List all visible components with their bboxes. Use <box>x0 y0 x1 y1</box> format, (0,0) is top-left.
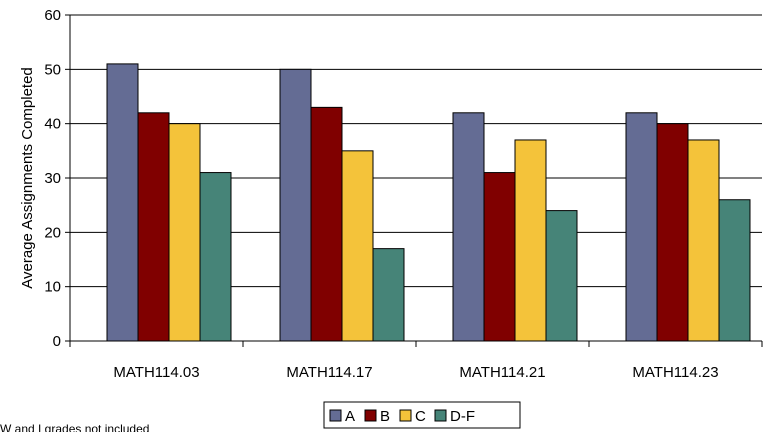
legend-label-c: C <box>415 408 426 425</box>
bar-d-f-1 <box>199 172 232 342</box>
x-tick-label: MATH114.17 <box>286 364 372 381</box>
legend-label-d-f: D-F <box>450 408 475 425</box>
bar-a-4 <box>625 112 658 342</box>
bar-c-2 <box>341 150 374 342</box>
bars <box>106 63 751 342</box>
footnote: W and I grades not included <box>0 422 150 432</box>
x-tick-label: MATH114.23 <box>632 364 718 381</box>
bar-b-2 <box>310 106 343 342</box>
legend-swatch-a <box>329 409 342 422</box>
bar-c-1 <box>168 123 201 342</box>
x-tick-label: MATH114.03 <box>113 364 199 381</box>
bar-c-3 <box>514 139 547 342</box>
y-tick-label: 60 <box>44 7 61 24</box>
bar-d-f-3 <box>545 210 578 342</box>
legend: A B C D-F <box>323 401 521 429</box>
y-tick-label: 10 <box>44 279 61 296</box>
bar-c-4 <box>687 139 720 342</box>
bar-b-4 <box>656 123 689 342</box>
legend-swatch-d-f <box>434 409 447 422</box>
legend-swatch-c <box>399 409 412 422</box>
bar-a-2 <box>279 68 312 342</box>
y-tick-label: 0 <box>53 333 61 350</box>
axes: 0 10 20 30 40 50 60 MATH114.03 MATH114.17 MATH114… <box>19 7 763 381</box>
y-tick-label: 30 <box>44 170 61 187</box>
legend-swatch-b <box>364 409 377 422</box>
x-tick-label: MATH114.21 <box>459 364 545 381</box>
y-tick-label: 20 <box>44 224 61 241</box>
legend-label-a: A <box>345 408 355 425</box>
legend-box <box>323 401 521 429</box>
bar-b-3 <box>483 172 516 342</box>
bar-a-3 <box>452 112 485 342</box>
y-axis-title: Average Assignments Completed <box>19 67 36 289</box>
bar-a-1 <box>106 63 139 342</box>
y-tick-label: 40 <box>44 116 61 133</box>
y-tick-label: 50 <box>44 61 61 78</box>
bar-d-f-2 <box>372 248 405 342</box>
legend-label-b: B <box>380 408 390 425</box>
bar-d-f-4 <box>718 199 751 342</box>
bar-b-1 <box>137 112 170 342</box>
